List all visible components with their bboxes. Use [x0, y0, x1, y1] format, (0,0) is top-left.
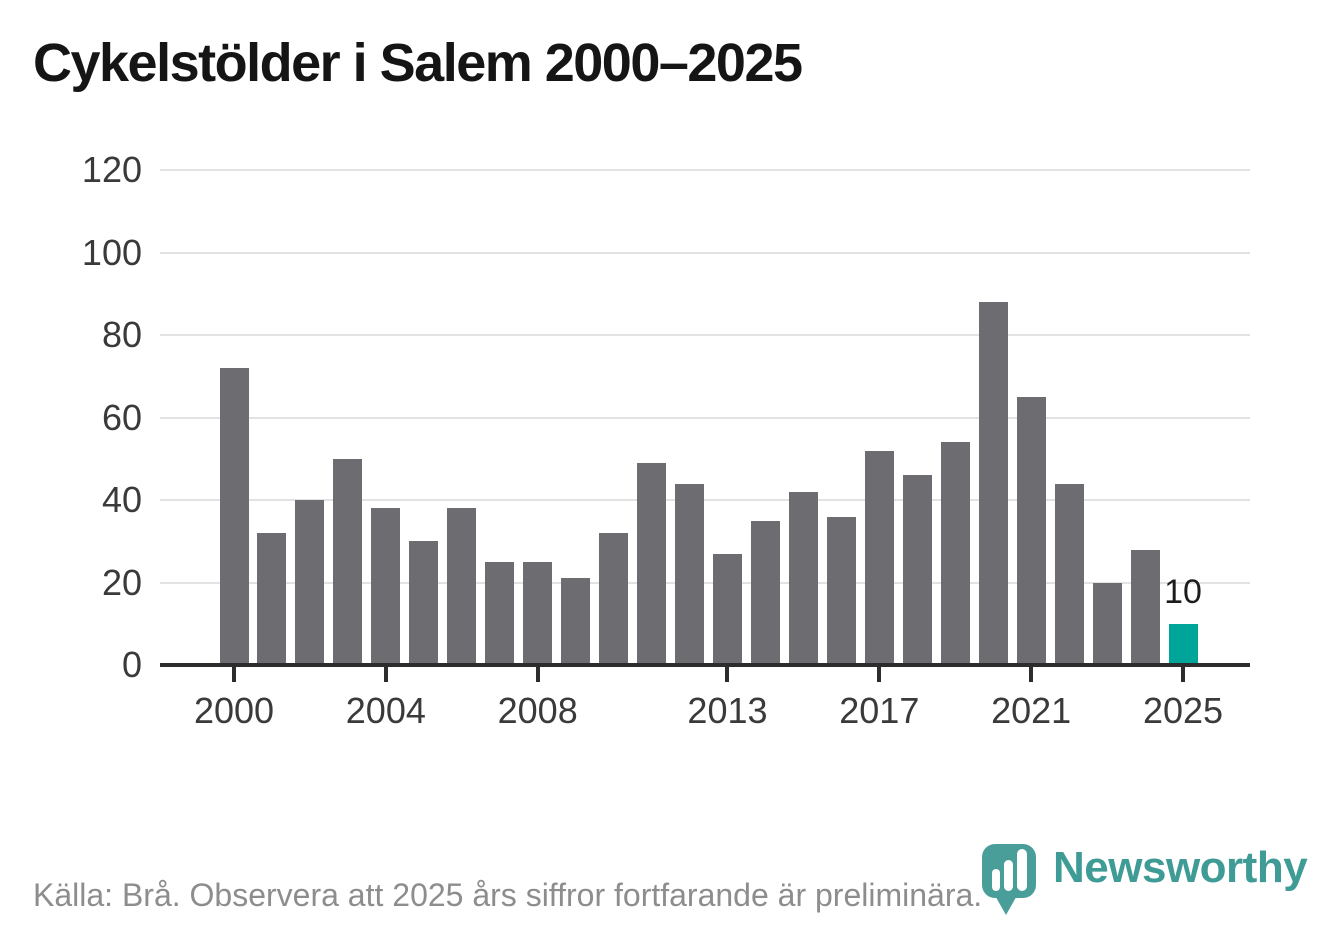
bar-2013	[712, 553, 742, 665]
gridline-100	[160, 251, 1250, 254]
bar-2003	[333, 458, 363, 665]
plot-area: 0 20 40 60 80 100 120 2000 2004 2008 2013 2017 2021 2…	[81, 149, 1250, 731]
x-axis-tick-2000	[232, 667, 236, 682]
x-axis-line	[160, 663, 1250, 667]
newsworthy-pin-bar-chart-icon	[982, 844, 1036, 915]
y-axis-tick-label: 120	[81, 149, 142, 190]
bar-value-label: 10	[1164, 572, 1202, 611]
bar-2017	[864, 450, 894, 665]
x-axis-tick-2021	[1029, 667, 1034, 682]
bar-2011	[637, 462, 667, 665]
x-axis-tick-label: 2008	[497, 690, 578, 731]
y-axis-tick-label: 0	[121, 644, 142, 685]
gridline-40	[160, 499, 1250, 501]
x-axis-tick-label: 2021	[991, 690, 1072, 731]
x-axis-tick-2008	[535, 667, 540, 682]
y-axis-tick-label: 80	[101, 314, 142, 355]
bar-2012	[675, 483, 705, 665]
gridline-80	[160, 334, 1250, 336]
bar-2022	[1054, 483, 1084, 665]
x-axis-tick-label: 2017	[839, 690, 920, 731]
source-note: Källa: Brå. Observera att 2025 års siffr…	[33, 877, 983, 913]
bar-2007	[485, 561, 515, 665]
y-axis-tick-label: 40	[101, 479, 142, 520]
bar-2008	[523, 561, 553, 665]
x-axis-tick-label: 2013	[687, 690, 768, 731]
bar-2009	[561, 578, 591, 665]
gridline-20	[160, 581, 1250, 584]
bar-2019	[940, 442, 970, 665]
y-axis-tick-label: 20	[101, 561, 142, 603]
bar-2023	[1092, 582, 1122, 665]
bar-2015	[788, 491, 818, 665]
bar-2004	[371, 508, 401, 665]
gridline-120	[160, 169, 1250, 171]
newsworthy-wordmark: Newsworthy	[1053, 843, 1308, 892]
x-axis-tick-2004	[383, 667, 388, 682]
bar-2010	[599, 533, 629, 665]
x-axis-tick-2013	[725, 667, 730, 682]
newsworthy-logo: Newsworthy	[981, 842, 1308, 918]
bar-2024	[1130, 549, 1160, 665]
bar-2020	[978, 302, 1008, 665]
chart-title: Cykelstölder i Salem 2000–2025	[33, 33, 803, 93]
gridline-60	[160, 416, 1250, 419]
bar-2000	[219, 368, 249, 665]
x-axis-tick-label: 2004	[345, 690, 426, 731]
bar-2006	[447, 508, 477, 665]
x-axis-tick-label: 2000	[193, 690, 275, 731]
bar-2021	[1016, 396, 1046, 665]
bar-2018	[902, 475, 932, 665]
bar-2014	[750, 520, 780, 665]
y-axis-tick-label: 100	[81, 231, 142, 273]
y-axis-tick-label: 60	[101, 396, 142, 438]
x-axis-tick-2025	[1181, 667, 1185, 682]
bar-2016	[826, 516, 856, 665]
bar-2005	[409, 541, 439, 665]
bar-2001	[257, 533, 287, 665]
x-axis-tick-label: 2025	[1142, 690, 1224, 731]
x-axis-tick-2017	[877, 667, 882, 682]
bar-2025	[1168, 623, 1198, 665]
bar-2002	[295, 500, 325, 665]
